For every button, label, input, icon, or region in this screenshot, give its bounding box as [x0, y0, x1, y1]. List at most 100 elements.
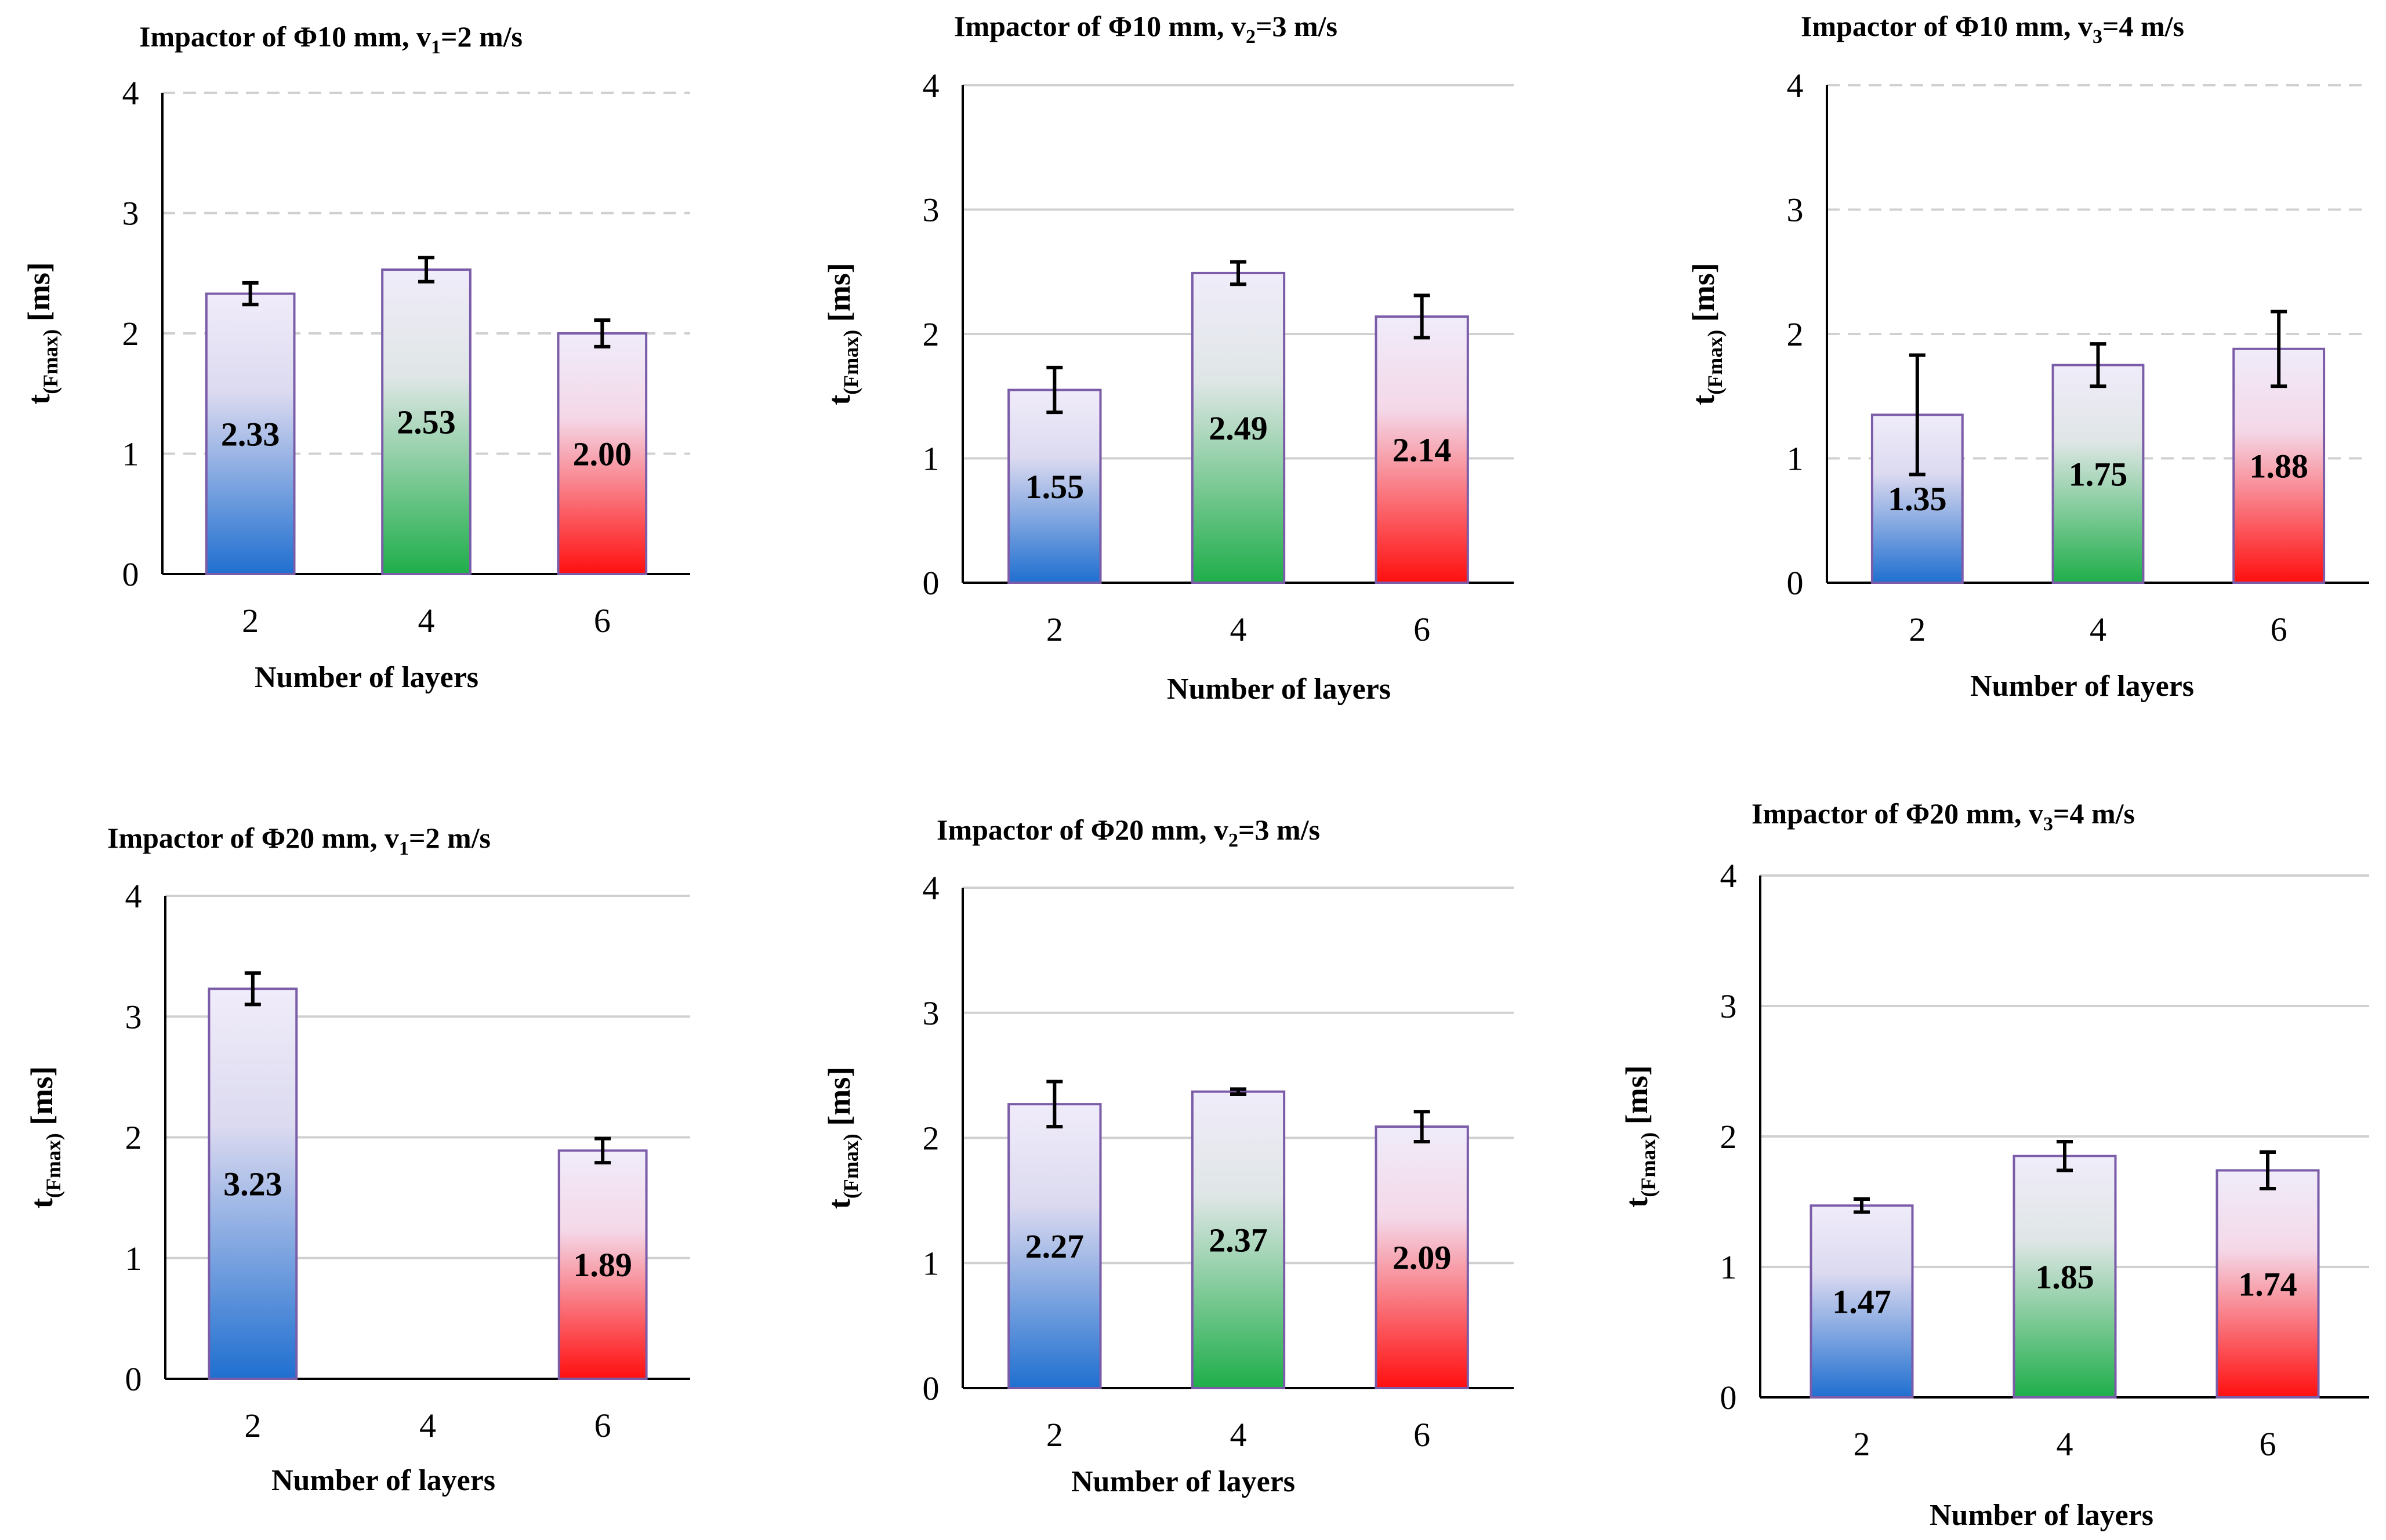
bar-layers-6 [1375, 1125, 1469, 1390]
y-tick-label: 0 [923, 564, 940, 602]
y-tick-label: 3 [1720, 987, 1737, 1025]
y-tick-label: 3 [125, 998, 142, 1036]
y-tick-label: 4 [1787, 67, 1804, 104]
y-tick-label: 1 [923, 440, 940, 478]
y-tick-label: 3 [923, 191, 940, 229]
bar-layers-4 [2051, 364, 2145, 584]
y-tick-label: 2 [122, 315, 139, 353]
y-tick-label: 0 [125, 1360, 142, 1398]
x-tick-label: 6 [1413, 1416, 1430, 1454]
y-tick-label: 4 [125, 877, 142, 915]
data-label: 2.33 [221, 415, 280, 453]
chart-title: Impactor of Φ20 mm, v2=3 m/s [937, 813, 1320, 851]
data-label: 2.09 [1393, 1239, 1452, 1277]
y-tick-label: 1 [122, 435, 139, 473]
y-tick-label: 0 [122, 555, 139, 593]
chart-panel-6: 0 1 2 3 4 1.47 2 1.85 4 1.74 6 Impactor of Φ20 mm, … [1619, 797, 2369, 1532]
x-tick-label: 4 [418, 602, 435, 640]
x-tick-label: 4 [2057, 1425, 2073, 1463]
y-axis-label: t(Fmax) [ms] [822, 263, 862, 405]
chart-panel-2: 0 1 2 3 4 1.55 2 2.49 4 2.14 6 Impactor of Φ10 mm, … [822, 10, 1514, 706]
data-label: 1.88 [2249, 447, 2308, 485]
y-tick-label: 4 [1720, 857, 1737, 895]
y-tick-label: 2 [923, 315, 940, 353]
x-axis-label: Number of layers [1970, 670, 2194, 703]
bar-layers-4 [381, 268, 472, 575]
y-tick-label: 1 [1787, 440, 1804, 478]
y-tick-label: 2 [125, 1119, 142, 1157]
y-tick-label: 0 [1787, 564, 1804, 602]
data-label: 1.75 [2069, 455, 2128, 493]
data-label: 1.89 [573, 1246, 632, 1284]
data-label: 1.55 [1025, 468, 1085, 506]
y-tick-label: 1 [125, 1240, 142, 1277]
data-label: 1.35 [1888, 480, 1947, 518]
chart-title: Impactor of Φ20 mm, v1=2 m/s [107, 822, 491, 859]
x-tick-label: 2 [1046, 611, 1063, 648]
y-tick-label: 2 [1720, 1118, 1737, 1156]
x-tick-label: 2 [242, 602, 259, 640]
x-tick-label: 4 [419, 1407, 436, 1444]
x-tick-label: 6 [1413, 611, 1430, 648]
data-label: 1.74 [2238, 1265, 2297, 1303]
chart-title: Impactor of Φ10 mm, v2=3 m/s [954, 10, 1337, 48]
x-axis-label: Number of layers [271, 1464, 495, 1497]
y-tick-label: 0 [923, 1370, 940, 1407]
bar-layers-2 [205, 292, 296, 575]
x-tick-label: 6 [594, 602, 611, 640]
y-axis-label: t(Fmax) [ms] [1686, 263, 1727, 405]
y-tick-label: 3 [1787, 191, 1804, 229]
data-label: 2.37 [1209, 1221, 1268, 1259]
x-tick-label: 6 [594, 1407, 611, 1444]
y-axis-label: t(Fmax) [ms] [1619, 1065, 1660, 1207]
x-tick-label: 4 [1230, 611, 1247, 648]
chart-panel-1: 0 1 2 3 4 2.33 2 2.53 4 2.00 6 Impactor of Φ10 mm, … [21, 20, 690, 694]
bar-layers-2 [208, 987, 298, 1381]
y-tick-label: 3 [122, 195, 139, 233]
x-axis-label: Number of layers [255, 661, 478, 694]
y-axis-label: t(Fmax) [ms] [24, 1066, 65, 1208]
data-label: 2.14 [1393, 431, 1452, 468]
x-tick-label: 2 [1854, 1425, 1870, 1463]
x-axis-label: Number of layers [1167, 673, 1391, 706]
chart-panel-4: 0 1 2 3 4 3.23 2 4 1.89 6 Impactor of Φ20 mm, v1=2… [24, 822, 690, 1497]
y-tick-label: 1 [1720, 1248, 1737, 1286]
y-tick-label: 2 [923, 1120, 940, 1157]
y-tick-label: 4 [923, 869, 940, 907]
y-tick-label: 0 [1720, 1379, 1737, 1416]
x-tick-label: 2 [244, 1407, 261, 1444]
x-axis-label: Number of layers [1930, 1499, 2153, 1532]
data-label: 2.00 [573, 435, 632, 473]
bar-layers-4 [1191, 271, 1286, 584]
chart-panel-5: 0 1 2 3 4 2.27 2 2.37 4 2.09 6 Impactor of Φ20 mm, … [822, 813, 1514, 1498]
data-label: 1.47 [1832, 1283, 1891, 1321]
y-tick-label: 2 [1787, 315, 1804, 353]
y-tick-label: 1 [923, 1244, 940, 1282]
x-tick-label: 4 [1230, 1416, 1247, 1454]
data-label: 2.27 [1025, 1227, 1085, 1265]
bar-layers-6 [1375, 315, 1469, 584]
bar-layers-4 [2012, 1154, 2117, 1399]
bar-layers-2 [1007, 1103, 1102, 1390]
x-tick-label: 6 [2271, 611, 2287, 648]
y-tick-label: 3 [923, 994, 940, 1032]
x-tick-label: 2 [1046, 1416, 1063, 1454]
y-axis-label: t(Fmax) [ms] [822, 1067, 862, 1209]
bar-layers-4 [1191, 1090, 1286, 1389]
x-tick-label: 4 [2090, 611, 2106, 648]
bar-layers-6 [557, 1149, 648, 1380]
data-label: 2.53 [397, 404, 456, 441]
x-tick-label: 2 [1909, 611, 1926, 648]
chart-title: Impactor of Φ10 mm, v3=4 m/s [1801, 10, 2184, 48]
data-label: 2.49 [1209, 409, 1268, 447]
y-axis-label: t(Fmax) [ms] [21, 262, 62, 404]
chart-panel-3: 0 1 2 3 4 1.35 2 1.75 4 1.88 6 Impactor of Φ10 mm, … [1686, 10, 2369, 703]
bar-layers-6 [2215, 1169, 2320, 1399]
chart-title: Impactor of Φ10 mm, v1=2 m/s [139, 20, 523, 58]
y-tick-label: 4 [923, 67, 940, 104]
data-label: 3.23 [223, 1165, 282, 1203]
chart-title: Impactor of Φ20 mm, v3=4 m/s [1752, 797, 2135, 835]
bar-layers-6 [557, 332, 648, 575]
x-tick-label: 6 [2260, 1425, 2276, 1463]
